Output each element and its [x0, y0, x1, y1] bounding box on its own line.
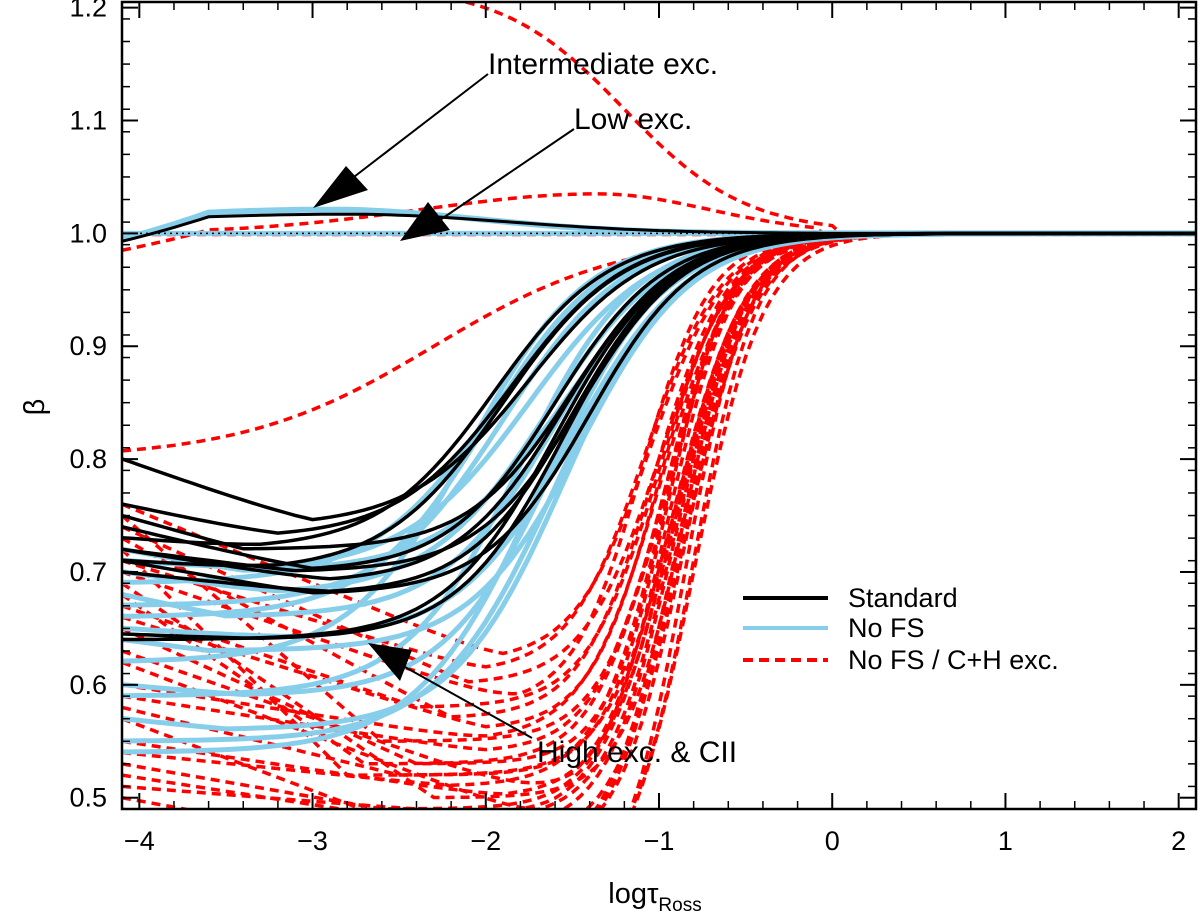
series-nofs-ch-line	[122, 231, 1196, 809]
x-tick-label: −1	[644, 826, 675, 856]
y-tick-label: 0.6	[69, 670, 107, 700]
x-tick-label: −4	[124, 826, 155, 856]
series-nofs-ch-line	[122, 231, 1196, 453]
y-tick-label: 1.1	[69, 106, 107, 136]
intermediate-arrow-line	[349, 73, 489, 181]
intermediate-arrow-head	[313, 166, 368, 208]
x-tick-label: −3	[297, 826, 328, 856]
series-standard-bump	[122, 212, 1196, 243]
series-nofs-ch-line	[122, 231, 1196, 809]
annotations: Intermediate exc. Low exc. High exc. & C…	[313, 48, 737, 769]
series-nofs-ch-line	[122, 231, 1196, 696]
legend: Standard No FS No FS / C+H exc.	[743, 583, 1059, 675]
series-layer	[122, 2, 1196, 809]
low-arrow-line	[439, 128, 575, 221]
series-nofs-ch-line	[122, 231, 1196, 719]
x-axis-label-sub: Ross	[658, 895, 701, 913]
series-nofs-ch-low	[122, 192, 1196, 253]
legend-label-standard: Standard	[848, 583, 958, 613]
x-tick-label: 1	[998, 826, 1013, 856]
y-tick-label: 0.7	[69, 557, 107, 587]
y-tick-label: 1.0	[69, 218, 107, 248]
y-tick-label: 0.8	[69, 444, 107, 474]
low-arrow-head	[400, 202, 450, 241]
y-axis-label: β	[19, 399, 51, 416]
y-tick-label: 1.2	[69, 0, 107, 23]
high-arrow-line	[404, 666, 533, 739]
high-arrow-head	[368, 643, 412, 681]
x-tick-label: 2	[1171, 826, 1186, 856]
x-tick-label: 0	[825, 826, 840, 856]
annotation-intermediate: Intermediate exc.	[488, 48, 718, 81]
legend-label-nofs: No FS	[848, 613, 925, 643]
y-tick-label: 0.5	[69, 783, 107, 813]
series-nofs-ch-intermediate	[458, 2, 1196, 236]
legend-label-nofs-ch: No FS / C+H exc.	[848, 645, 1059, 675]
x-axis-label-main: logτ	[608, 878, 659, 910]
axis-ticks: −4 −3 −2 −1 0 1 2 0.5 0.6 0.7 0.8 0.9 1.0 1.1 1.2	[69, 0, 1196, 856]
annotation-high: High exc. & CII	[537, 736, 737, 769]
y-tick-label: 0.9	[69, 331, 107, 361]
x-axis-label: logτRoss	[608, 878, 701, 913]
series-nofs-ch-line	[122, 231, 1196, 777]
x-tick-label: −2	[470, 826, 501, 856]
series-standard-line	[122, 231, 1196, 641]
annotation-low: Low exc.	[574, 103, 692, 136]
